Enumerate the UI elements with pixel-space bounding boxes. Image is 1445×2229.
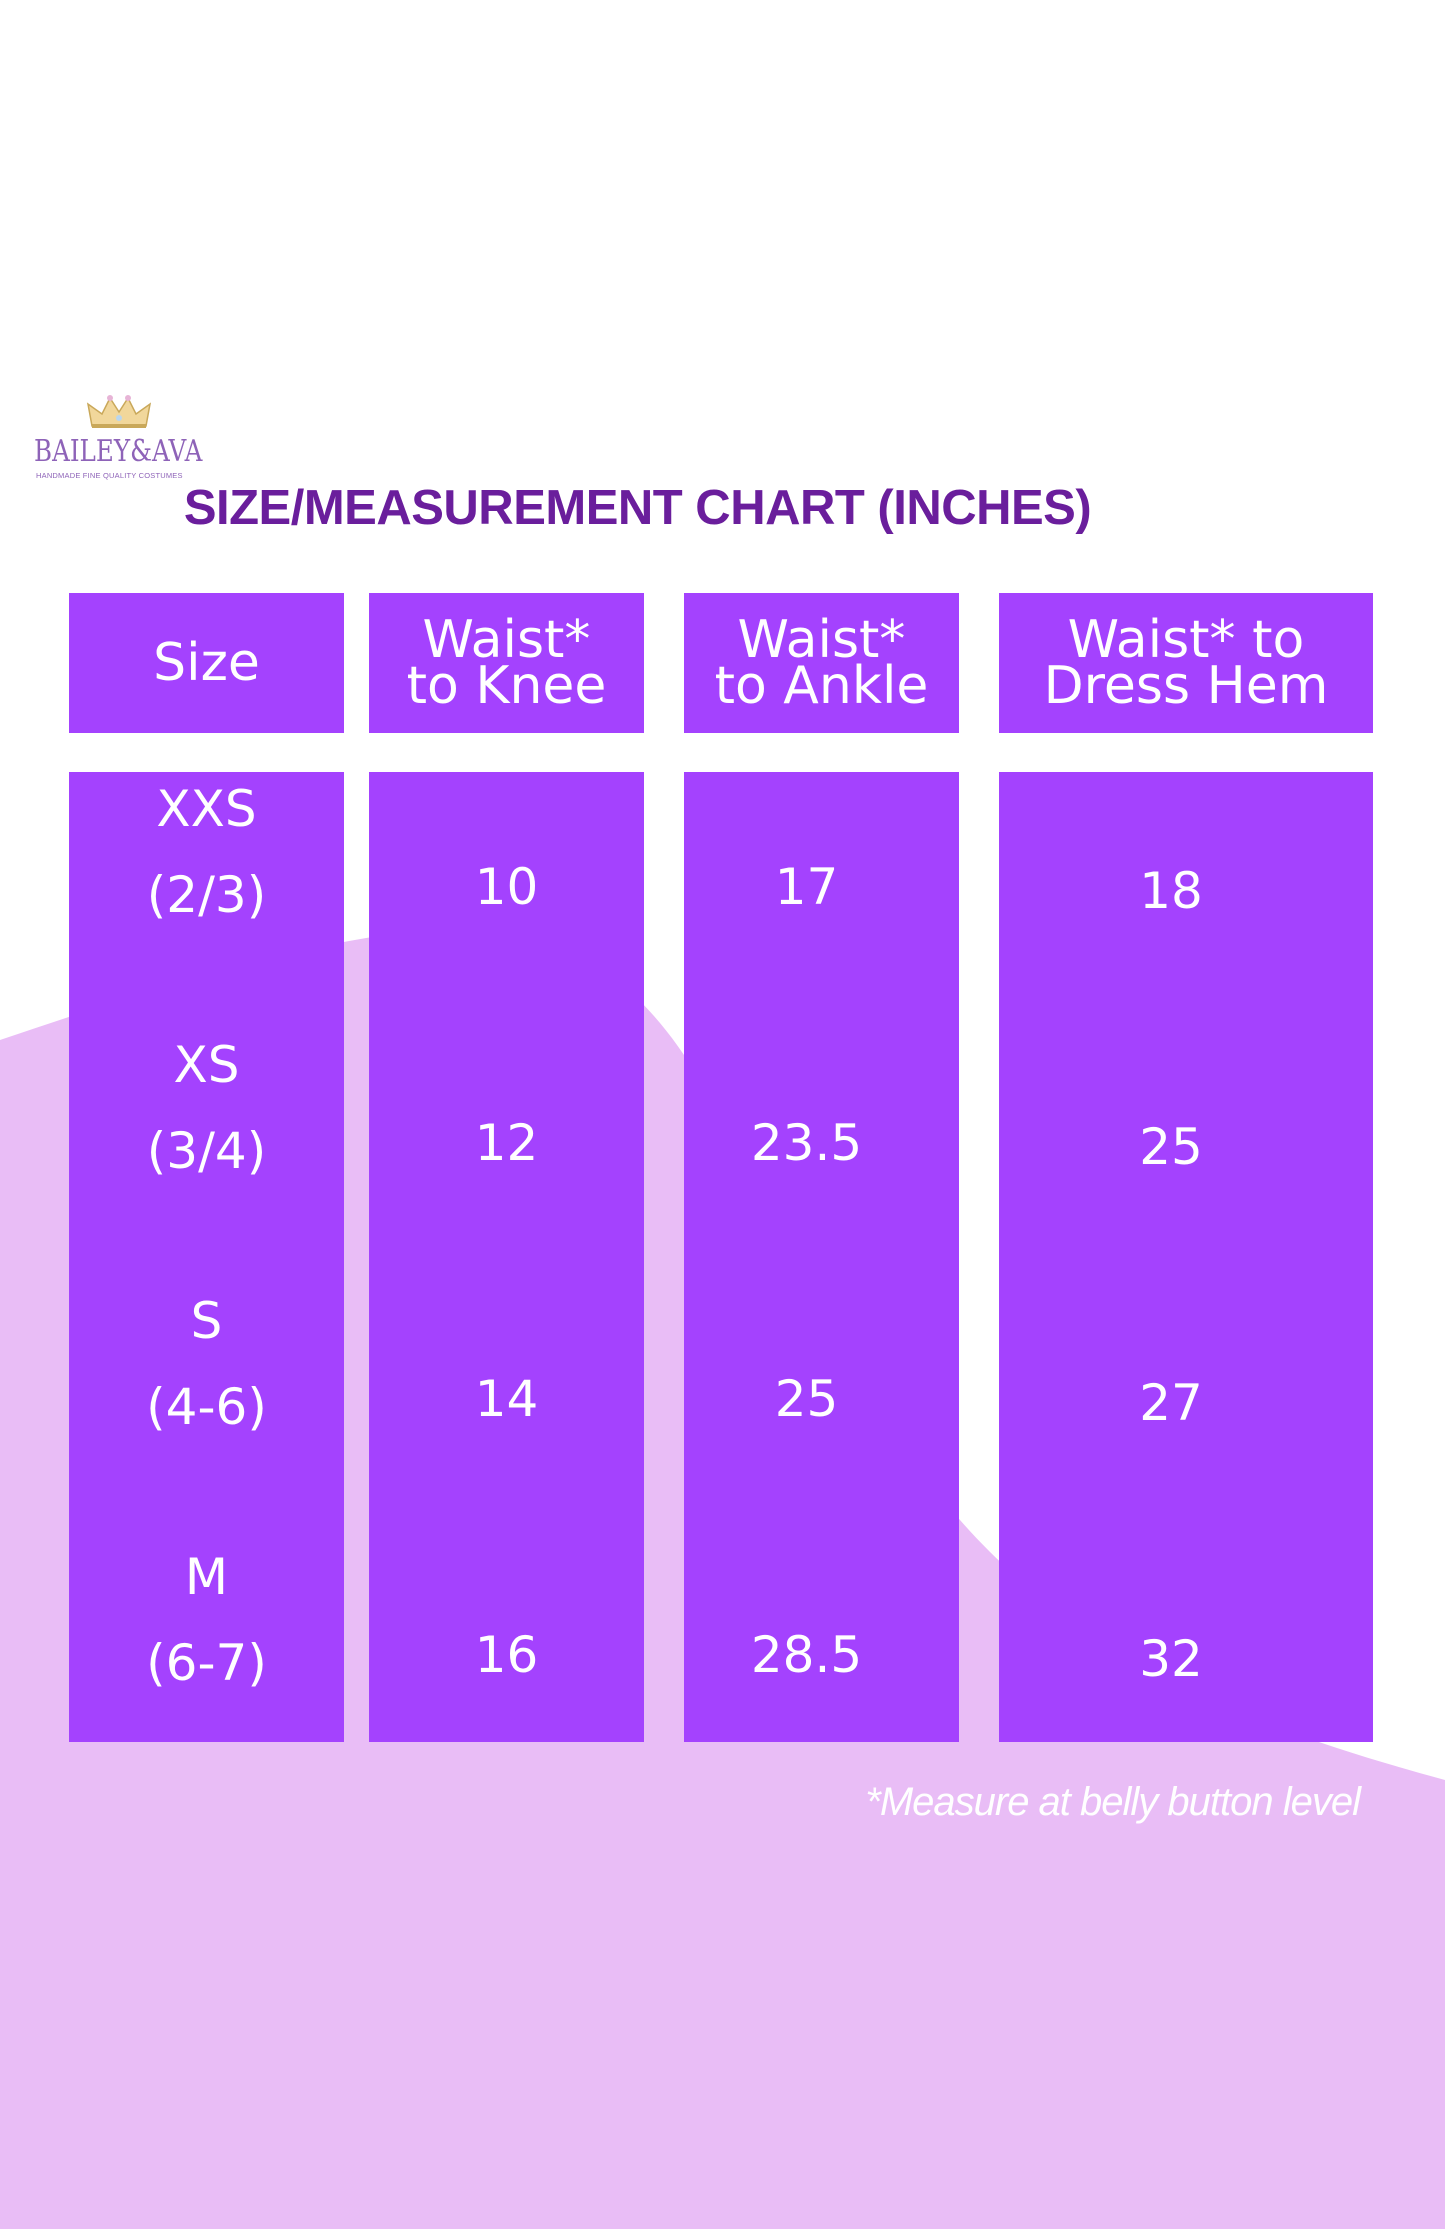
size-label: XS [173, 1036, 240, 1094]
waist-to-knee-value: 12 [474, 1114, 539, 1172]
size-age: (2/3) [146, 866, 267, 924]
size-age: (3/4) [146, 1122, 267, 1180]
column-waist-to-knee [369, 772, 644, 1742]
waist-to-knee-value: 14 [474, 1370, 539, 1428]
header-waist-to-ankle: Waist* to Ankle [684, 593, 959, 733]
crown-icon [86, 395, 152, 428]
brand-tagline: HANDMADE FINE QUALITY COSTUMES [36, 471, 183, 480]
page-title: SIZE/MEASUREMENT CHART (INCHES) [183, 481, 1092, 535]
size-label: M [184, 1548, 229, 1606]
waist-to-ankle-value: 17 [774, 858, 839, 916]
header-waist-to-knee: Waist* to Knee [369, 593, 644, 733]
footnote: *Measure at belly button level [865, 1780, 1361, 1824]
header-size-label: Size [153, 633, 260, 693]
waist-to-dress-hem-value: 25 [1139, 1118, 1203, 1176]
header-line2: Dress Hem [1043, 656, 1329, 716]
size-age: (4-6) [146, 1378, 267, 1436]
size-cell: XXS (2/3) [69, 766, 344, 938]
column-waist-to-ankle [684, 772, 959, 1742]
header-line1: Waist* [737, 610, 906, 670]
header-line1: Waist* to [1067, 610, 1305, 670]
header-line2: to Ankle [714, 656, 929, 716]
waist-to-ankle-value: 25 [774, 1370, 839, 1428]
column-size [69, 772, 344, 1742]
header-line2: to Knee [406, 656, 607, 716]
size-cell: M (6-7) [69, 1534, 344, 1706]
size-age: (6-7) [146, 1634, 267, 1692]
brand-name: BAILEY&AVA [34, 434, 203, 469]
waist-to-ankle-value: 28.5 [750, 1626, 863, 1684]
size-cell: XS (3/4) [69, 1022, 344, 1194]
column-waist-to-dress-hem [999, 772, 1373, 1742]
size-label: XXS [156, 780, 257, 838]
waist-to-knee-value: 16 [474, 1626, 539, 1684]
header-line1: Waist* [422, 610, 591, 670]
size-cell: S (4-6) [69, 1278, 344, 1450]
waist-to-dress-hem-value: 18 [1139, 862, 1203, 920]
header-waist-to-dress-hem: Waist* to Dress Hem [999, 593, 1373, 733]
waist-to-ankle-value: 23.5 [750, 1114, 863, 1172]
brand-logo: BAILEY&AVA HANDMADE FINE QUALITY COSTUME… [34, 394, 204, 480]
waist-to-knee-value: 10 [474, 858, 539, 916]
header-size: Size [69, 593, 344, 733]
waist-to-dress-hem-value: 32 [1139, 1630, 1203, 1688]
waist-to-dress-hem-value: 27 [1139, 1374, 1203, 1432]
size-label: S [190, 1292, 223, 1350]
